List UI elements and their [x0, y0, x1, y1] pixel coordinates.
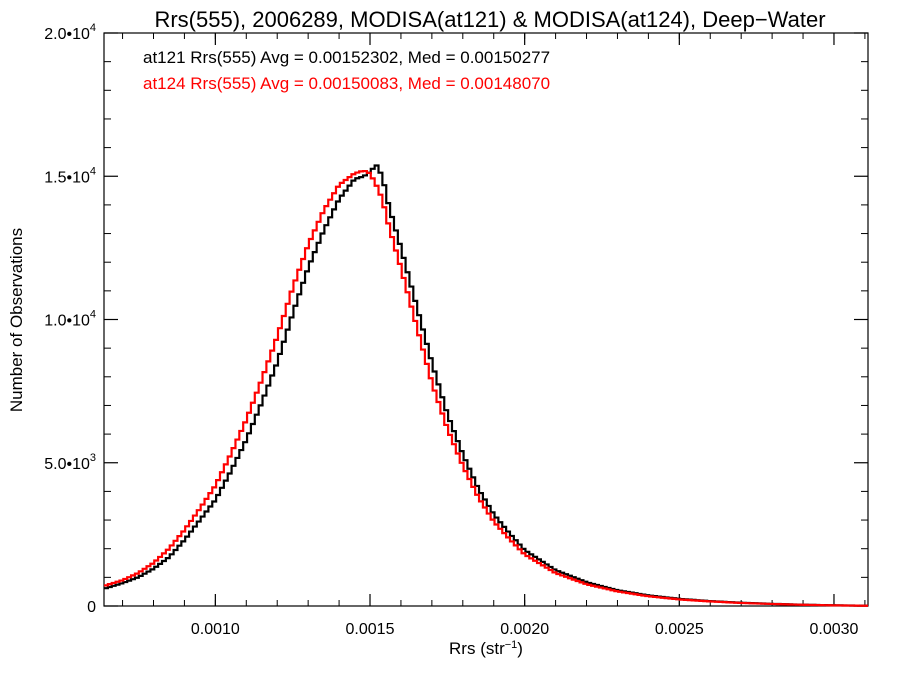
annotation-text: at121 Rrs(555) Avg = 0.00152302, Med = 0… [143, 48, 550, 67]
x-tick-label: 0.0010 [191, 621, 240, 638]
x-axis-label-close: ) [517, 639, 523, 658]
y-tick-label-base: 1.0•10 [44, 313, 90, 330]
x-tick-label: 0.0015 [346, 621, 395, 638]
x-tick-label: 0.0030 [810, 621, 859, 638]
y-tick-label-exp: 4 [90, 22, 96, 34]
y-tick-label-base: 2.0•10 [44, 26, 90, 43]
x-axis-label-text: Rrs (str [449, 639, 505, 658]
y-tick-label: 5.0•103 [44, 452, 96, 473]
y-tick-label: 2.0•104 [44, 22, 96, 43]
y-tick-label: 1.0•104 [44, 309, 96, 330]
plot-frame [103, 32, 869, 607]
y-tick-label-base: 0 [87, 599, 96, 616]
x-axis-label: Rrs (str−1) [449, 639, 523, 658]
x-axis-label-sup: −1 [505, 639, 518, 651]
chart-title: Rrs(555), 2006289, MODISA(at121) & MODIS… [154, 7, 825, 32]
y-tick-label-exp: 3 [90, 452, 96, 464]
x-tick-label: 0.0025 [655, 621, 704, 638]
series-layer [104, 164, 868, 607]
y-tick-label-base: 1.5•10 [44, 169, 90, 186]
y-tick-label-base: 5.0•10 [44, 456, 90, 473]
series-line-0 [104, 164, 868, 607]
x-tick-label: 0.0020 [500, 621, 549, 638]
y-axis-label: Number of Observations [7, 228, 26, 412]
y-tick-label: 1.5•104 [44, 165, 96, 186]
series-line-1 [104, 169, 868, 607]
y-tick-label-exp: 4 [90, 309, 96, 321]
annotation-text: at124 Rrs(555) Avg = 0.00150083, Med = 0… [143, 74, 550, 93]
y-tick-label: 0 [87, 599, 96, 616]
y-tick-label-exp: 4 [90, 165, 96, 177]
axis-ticks: 0.0010 0.0015 0.0020 0.0025 0.0030 0 5.0•103 1.… [44, 22, 868, 638]
annotation-layer: at121 Rrs(555) Avg = 0.00152302, Med = 0… [143, 48, 550, 93]
